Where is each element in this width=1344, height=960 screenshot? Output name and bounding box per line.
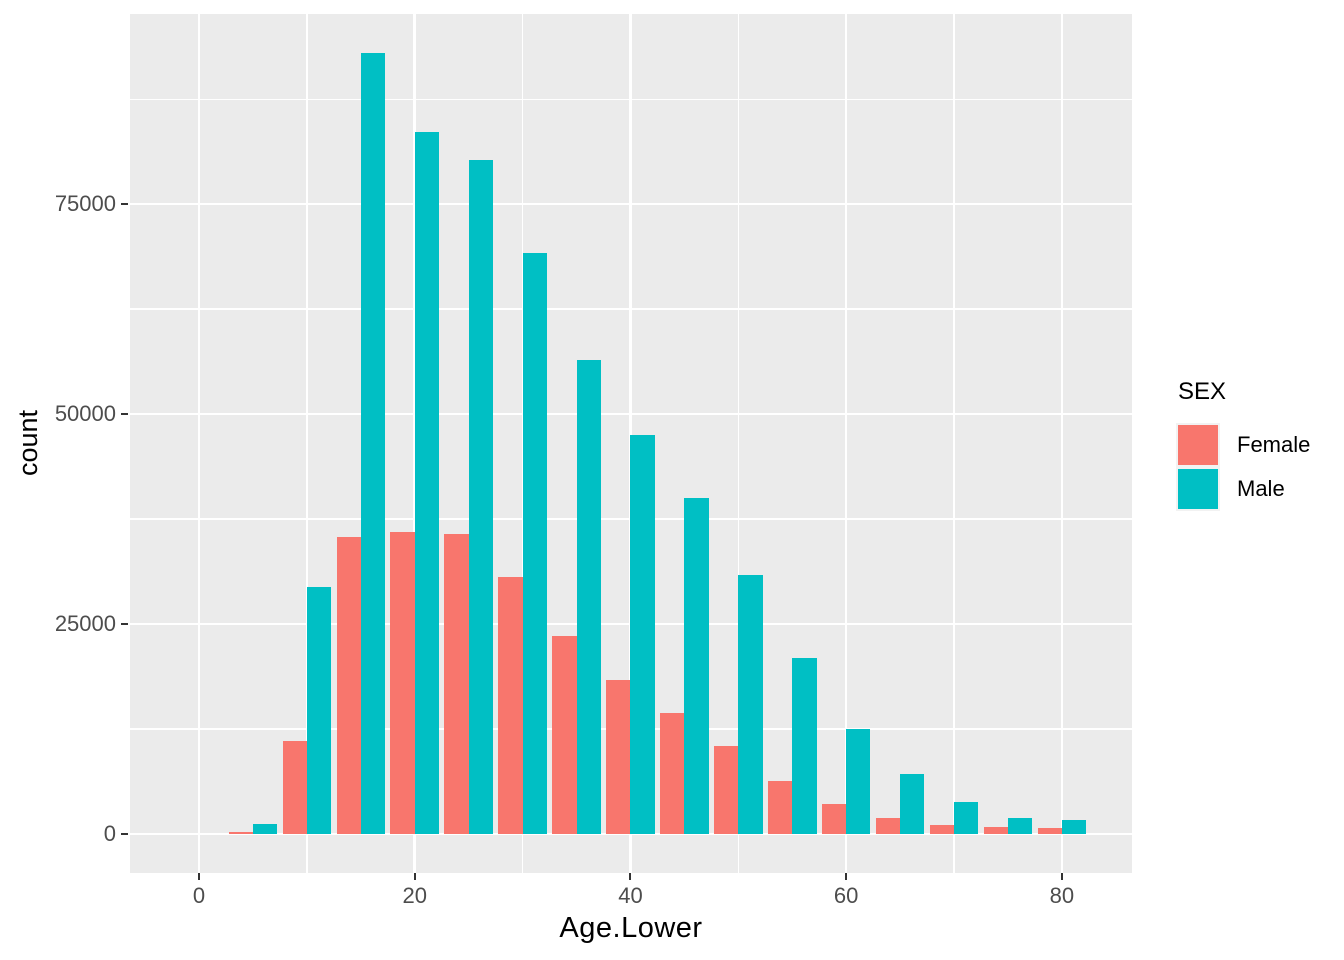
- gridline-minor-x: [306, 14, 308, 873]
- y-tick-label: 50000: [54, 401, 116, 427]
- bar-female-80: [1037, 828, 1062, 834]
- bar-male-50: [738, 575, 763, 834]
- gridline-major-x: [844, 14, 848, 873]
- legend-label-female: Female: [1237, 432, 1311, 457]
- bar-female-20: [390, 531, 415, 834]
- bar-male-25: [468, 159, 493, 834]
- legend-key: [1176, 423, 1220, 467]
- bar-male-5: [252, 823, 278, 834]
- bar-female-30: [498, 577, 523, 834]
- gridline-major-x: [197, 14, 201, 873]
- bar-male-35: [576, 359, 601, 834]
- bar-female-60: [821, 803, 847, 834]
- bar-male-15: [360, 53, 386, 834]
- bar-female-35: [552, 635, 577, 834]
- bar-female-5: [228, 832, 253, 834]
- bar-female-15: [336, 536, 361, 834]
- bar-female-10: [282, 740, 307, 834]
- bar-female-65: [875, 818, 901, 834]
- x-tick-label: 40: [618, 883, 643, 908]
- x-tick-mark: [629, 873, 632, 880]
- bar-male-80: [1061, 819, 1087, 834]
- x-tick-label: 80: [1049, 883, 1075, 908]
- y-axis-title: count: [13, 409, 43, 477]
- bar-female-45: [660, 713, 685, 834]
- legend-title: SEX: [1178, 378, 1227, 405]
- female-swatch-icon: [1178, 425, 1218, 465]
- gridline-minor-x: [737, 14, 739, 873]
- bar-female-25: [444, 534, 469, 834]
- x-tick-mark: [845, 873, 848, 880]
- x-tick-mark: [413, 873, 416, 880]
- x-tick-mark: [1060, 873, 1063, 880]
- bar-female-70: [929, 824, 955, 834]
- plot-panel: [130, 14, 1132, 873]
- x-tick-label: 20: [402, 883, 427, 908]
- bar-male-30: [522, 252, 547, 834]
- y-tick-mark: [121, 832, 128, 835]
- male-swatch-icon: [1178, 469, 1218, 509]
- bar-female-40: [606, 680, 631, 834]
- y-tick-label: 0: [103, 820, 116, 846]
- bar-male-55: [792, 658, 817, 834]
- gridline-minor-x: [521, 14, 524, 873]
- bar-male-45: [684, 498, 709, 834]
- y-tick-label: 25000: [54, 611, 116, 637]
- bar-female-75: [983, 827, 1008, 834]
- x-axis-title: Age.Lower: [559, 912, 703, 944]
- x-tick-label: 0: [192, 883, 206, 908]
- gridline-major-x: [1060, 14, 1064, 873]
- legend: SEX Female Male: [1176, 378, 1344, 511]
- gridline-minor-x: [953, 14, 955, 873]
- x-tick-label: 60: [833, 883, 859, 908]
- y-tick-mark: [121, 413, 128, 416]
- bar-male-65: [900, 774, 925, 834]
- y-tick-label: 75000: [54, 191, 116, 217]
- y-tick-mark: [121, 623, 128, 626]
- bar-male-40: [630, 435, 655, 834]
- bar-female-50: [714, 745, 739, 834]
- x-tick-mark: [198, 873, 201, 880]
- bar-male-10: [306, 587, 332, 834]
- bar-male-70: [954, 802, 979, 834]
- bar-male-20: [414, 131, 439, 834]
- bar-female-55: [767, 781, 793, 834]
- bar-male-75: [1007, 818, 1033, 834]
- bar-male-60: [846, 728, 871, 834]
- legend-label-male: Male: [1237, 476, 1285, 501]
- y-tick-mark: [121, 203, 128, 206]
- legend-item-male: Male: [1176, 467, 1344, 511]
- legend-item-female: Female: [1176, 423, 1344, 467]
- legend-key: [1176, 467, 1220, 511]
